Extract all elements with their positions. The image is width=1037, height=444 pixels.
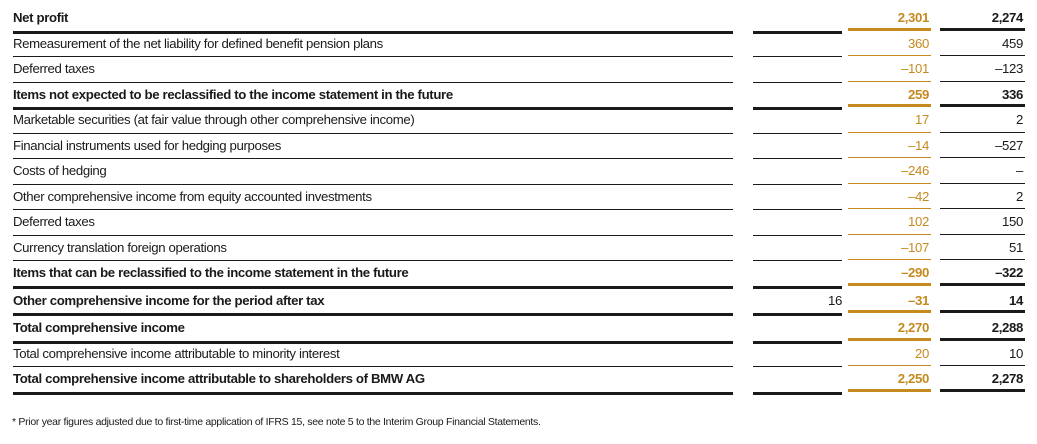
row-note bbox=[753, 56, 842, 83]
row-prior-value: – bbox=[940, 158, 1025, 184]
table-row: Currency translation foreign operations … bbox=[8, 235, 1028, 261]
row-prior-value: 2,278 bbox=[940, 366, 1025, 392]
row-current-value: –42 bbox=[848, 184, 931, 209]
row-current-value: 17 bbox=[848, 107, 931, 133]
row-label: Net profit bbox=[13, 5, 733, 34]
row-note bbox=[753, 133, 842, 159]
table-row: Marketable securities (at fair value thr… bbox=[8, 107, 1028, 134]
row-note: 16 bbox=[753, 288, 842, 316]
row-prior-value: 336 bbox=[940, 82, 1025, 107]
row-current-value: 20 bbox=[848, 341, 931, 366]
row-note bbox=[753, 209, 842, 236]
table-row-net-profit: Net profit 2,301 2,274 bbox=[8, 5, 1028, 34]
row-note bbox=[753, 315, 842, 344]
row-note bbox=[753, 5, 842, 34]
row-note bbox=[753, 184, 842, 210]
row-note bbox=[753, 260, 842, 289]
row-prior-value: 2 bbox=[940, 184, 1025, 209]
row-current-value: –101 bbox=[848, 56, 931, 82]
row-current-value: 102 bbox=[848, 209, 931, 235]
table-row: Costs of hedging –246 – bbox=[8, 158, 1028, 185]
row-label: Total comprehensive income attributable … bbox=[13, 341, 733, 367]
row-current-value: 259 bbox=[848, 82, 931, 107]
row-label: Total comprehensive income attributable … bbox=[13, 366, 733, 395]
row-prior-value: –322 bbox=[940, 260, 1025, 286]
row-label: Items that can be reclassified to the in… bbox=[13, 260, 733, 289]
row-note bbox=[753, 366, 842, 395]
table-row: Remeasurement of the net liability for d… bbox=[8, 31, 1028, 57]
row-current-value: –290 bbox=[848, 260, 931, 286]
table-row: Financial instruments used for hedging p… bbox=[8, 133, 1028, 159]
row-note bbox=[753, 107, 842, 134]
row-current-value: –14 bbox=[848, 133, 931, 158]
row-note bbox=[753, 31, 842, 57]
row-current-value: –246 bbox=[848, 158, 931, 184]
table-row-oci-total: Other comprehensive income for the perio… bbox=[8, 288, 1028, 316]
row-current-value: 2,250 bbox=[848, 366, 931, 392]
row-label: Marketable securities (at fair value thr… bbox=[13, 107, 733, 134]
row-current-value: 2,301 bbox=[848, 5, 931, 31]
row-prior-value: 2 bbox=[940, 107, 1025, 133]
row-label: Items not expected to be reclassified to… bbox=[13, 82, 733, 110]
row-note bbox=[753, 82, 842, 110]
row-prior-value: 10 bbox=[940, 341, 1025, 366]
row-label: Other comprehensive income for the perio… bbox=[13, 288, 733, 316]
row-current-value: –31 bbox=[848, 288, 931, 313]
row-current-value: 2,270 bbox=[848, 315, 931, 341]
row-label: Deferred taxes bbox=[13, 56, 733, 83]
row-prior-value: 2,274 bbox=[940, 5, 1025, 31]
table-row: Deferred taxes –101 –123 bbox=[8, 56, 1028, 83]
row-note bbox=[753, 235, 842, 261]
row-note bbox=[753, 158, 842, 185]
table-row-subtotal: Items not expected to be reclassified to… bbox=[8, 82, 1028, 110]
row-label: Currency translation foreign operations bbox=[13, 235, 733, 261]
row-note bbox=[753, 341, 842, 367]
row-label: Total comprehensive income bbox=[13, 315, 733, 344]
footnote: * Prior year figures adjusted due to fir… bbox=[12, 416, 541, 428]
row-label: Costs of hedging bbox=[13, 158, 733, 185]
table-row: Total comprehensive income attributable … bbox=[8, 341, 1028, 367]
row-label: Remeasurement of the net liability for d… bbox=[13, 31, 733, 57]
table-row: Other comprehensive income from equity a… bbox=[8, 184, 1028, 210]
table-row-total-shareholders: Total comprehensive income attributable … bbox=[8, 366, 1028, 395]
row-current-value: 360 bbox=[848, 31, 931, 56]
comprehensive-income-table: Net profit 2,301 2,274 Remeasurement of … bbox=[8, 5, 1028, 395]
row-current-value: –107 bbox=[848, 235, 931, 260]
row-prior-value: 459 bbox=[940, 31, 1025, 56]
row-label: Deferred taxes bbox=[13, 209, 733, 236]
row-prior-value: 14 bbox=[940, 288, 1025, 313]
row-prior-value: –123 bbox=[940, 56, 1025, 82]
table-row-total: Total comprehensive income 2,270 2,288 bbox=[8, 315, 1028, 344]
row-prior-value: 51 bbox=[940, 235, 1025, 260]
row-prior-value: –527 bbox=[940, 133, 1025, 158]
row-prior-value: 2,288 bbox=[940, 315, 1025, 341]
table-row-subtotal: Items that can be reclassified to the in… bbox=[8, 260, 1028, 289]
row-label: Other comprehensive income from equity a… bbox=[13, 184, 733, 210]
table-row: Deferred taxes 102 150 bbox=[8, 209, 1028, 236]
row-prior-value: 150 bbox=[940, 209, 1025, 235]
row-label: Financial instruments used for hedging p… bbox=[13, 133, 733, 159]
